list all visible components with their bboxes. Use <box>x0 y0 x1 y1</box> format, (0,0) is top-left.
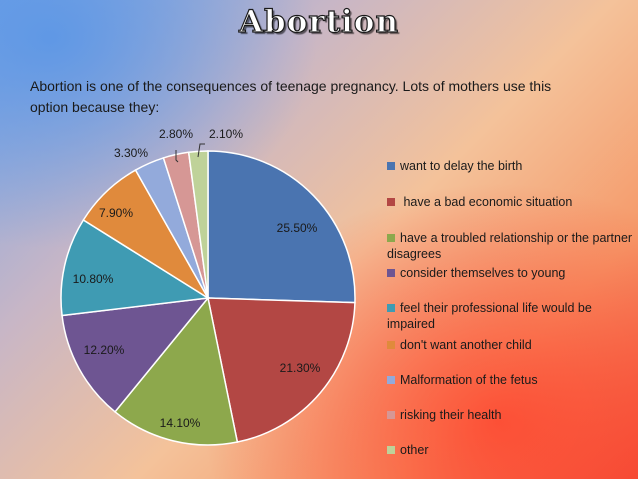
legend-swatch <box>387 341 395 349</box>
pie-slice <box>207 297 356 443</box>
legend-swatch <box>387 376 395 384</box>
legend-label: don't want another child <box>400 338 532 352</box>
slice-data-label: 7.90% <box>99 206 133 220</box>
pie-slice <box>207 150 356 304</box>
slice-data-label: 2.80% <box>159 127 193 141</box>
legend-label: feel their professional life would be im… <box>387 301 592 331</box>
pie-slice <box>113 296 239 446</box>
page-title: Abortion <box>238 3 400 40</box>
slice-data-label: 3.30% <box>114 146 148 160</box>
legend-label: other <box>400 443 429 457</box>
slice-data-label: 25.50% <box>277 221 318 235</box>
slice-data-label: 12.20% <box>84 343 125 357</box>
slice-data-label: 2.10% <box>209 127 243 141</box>
legend-label: risking their health <box>400 408 502 422</box>
legend-label: consider themselves to young <box>400 266 566 280</box>
legend-item: feel their professional life would be im… <box>387 300 637 332</box>
legend-item: want to delay the birth <box>387 158 637 174</box>
legend-item: have a bad economic situation <box>387 194 637 210</box>
legend-item: other <box>387 442 637 458</box>
legend-label: Malformation of the fetus <box>400 373 538 387</box>
leader-line <box>197 143 205 158</box>
legend-swatch <box>387 269 395 277</box>
legend-swatch <box>387 411 395 419</box>
legend-swatch <box>387 304 395 312</box>
leader-line <box>175 150 179 163</box>
legend-label: have a troubled relationship or the part… <box>387 231 633 261</box>
slice-data-label: 21.30% <box>280 361 321 375</box>
chart-description: Abortion is one of the consequences of t… <box>30 78 552 115</box>
pie-slice <box>187 150 209 299</box>
slice-data-label: 10.80% <box>73 272 114 286</box>
legend-swatch <box>387 446 395 454</box>
legend-item: don't want another child <box>387 337 637 353</box>
legend-swatch <box>387 234 395 242</box>
pie-slice <box>60 218 211 317</box>
legend-swatch <box>387 198 395 206</box>
legend-item: risking their health <box>387 407 637 423</box>
legend-swatch <box>387 162 395 170</box>
legend-item: consider themselves to young <box>387 265 637 281</box>
pie-slice <box>61 297 210 413</box>
legend-item: have a troubled relationship or the part… <box>387 230 637 262</box>
legend-label: have a bad economic situation <box>400 195 573 209</box>
legend-label: want to delay the birth <box>400 159 523 173</box>
legend-item: Malformation of the fetus <box>387 372 637 388</box>
slice-data-label: 14.10% <box>160 416 201 430</box>
